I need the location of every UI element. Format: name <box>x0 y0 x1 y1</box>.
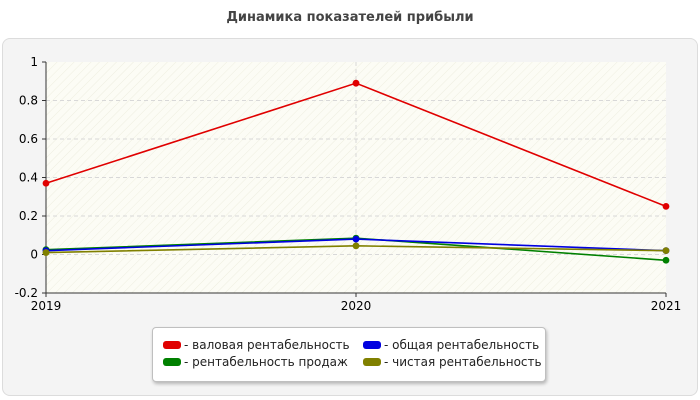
series-point <box>352 79 360 87</box>
y-tick-label: 0 <box>30 248 38 262</box>
x-tick-label: 2020 <box>341 299 372 313</box>
legend-item-gross-margin: - валовая рентабельность <box>163 338 350 352</box>
legend-swatch <box>163 358 181 366</box>
y-tick-label: 0.6 <box>19 132 38 146</box>
series-point <box>42 179 50 187</box>
x-tick-label: 2021 <box>651 299 682 313</box>
grid-lines <box>46 62 666 293</box>
y-tick-label: 1 <box>30 55 38 69</box>
legend: - валовая рентабельность - общая рентабе… <box>152 327 546 382</box>
y-axis-ticks: 1 0.8 0.6 0.4 0.2 0 -0.2 <box>15 55 46 300</box>
y-tick-label: 0.2 <box>19 209 38 223</box>
y-tick-label: 0.8 <box>19 94 38 108</box>
series-point <box>662 202 670 210</box>
legend-item-net-margin: - чистая рентабельность <box>363 355 542 369</box>
series-point <box>352 235 360 243</box>
legend-item-sales-margin: - рентабельность продаж <box>163 355 348 369</box>
legend-item-total-margin: - общая рентабельность <box>363 338 539 352</box>
legend-label: - чистая рентабельность <box>384 355 542 369</box>
series-point <box>662 256 670 264</box>
legend-swatch <box>363 341 381 349</box>
chart-title: Динамика показателей прибыли <box>226 10 474 25</box>
x-axis-ticks: 2019 2020 2021 <box>31 293 682 313</box>
series-point <box>42 249 50 256</box>
legend-swatch <box>363 358 381 366</box>
legend-label: - рентабельность продаж <box>184 355 348 369</box>
legend-swatch <box>163 341 181 349</box>
x-tick-label: 2019 <box>31 299 62 313</box>
legend-label: - валовая рентабельность <box>184 338 350 352</box>
series-point <box>352 242 360 250</box>
series-points <box>42 79 670 264</box>
legend-label: - общая рентабельность <box>384 338 540 352</box>
series-point <box>662 247 670 255</box>
y-tick-label: 0.4 <box>19 171 38 185</box>
y-tick-label: -0.2 <box>15 286 38 300</box>
